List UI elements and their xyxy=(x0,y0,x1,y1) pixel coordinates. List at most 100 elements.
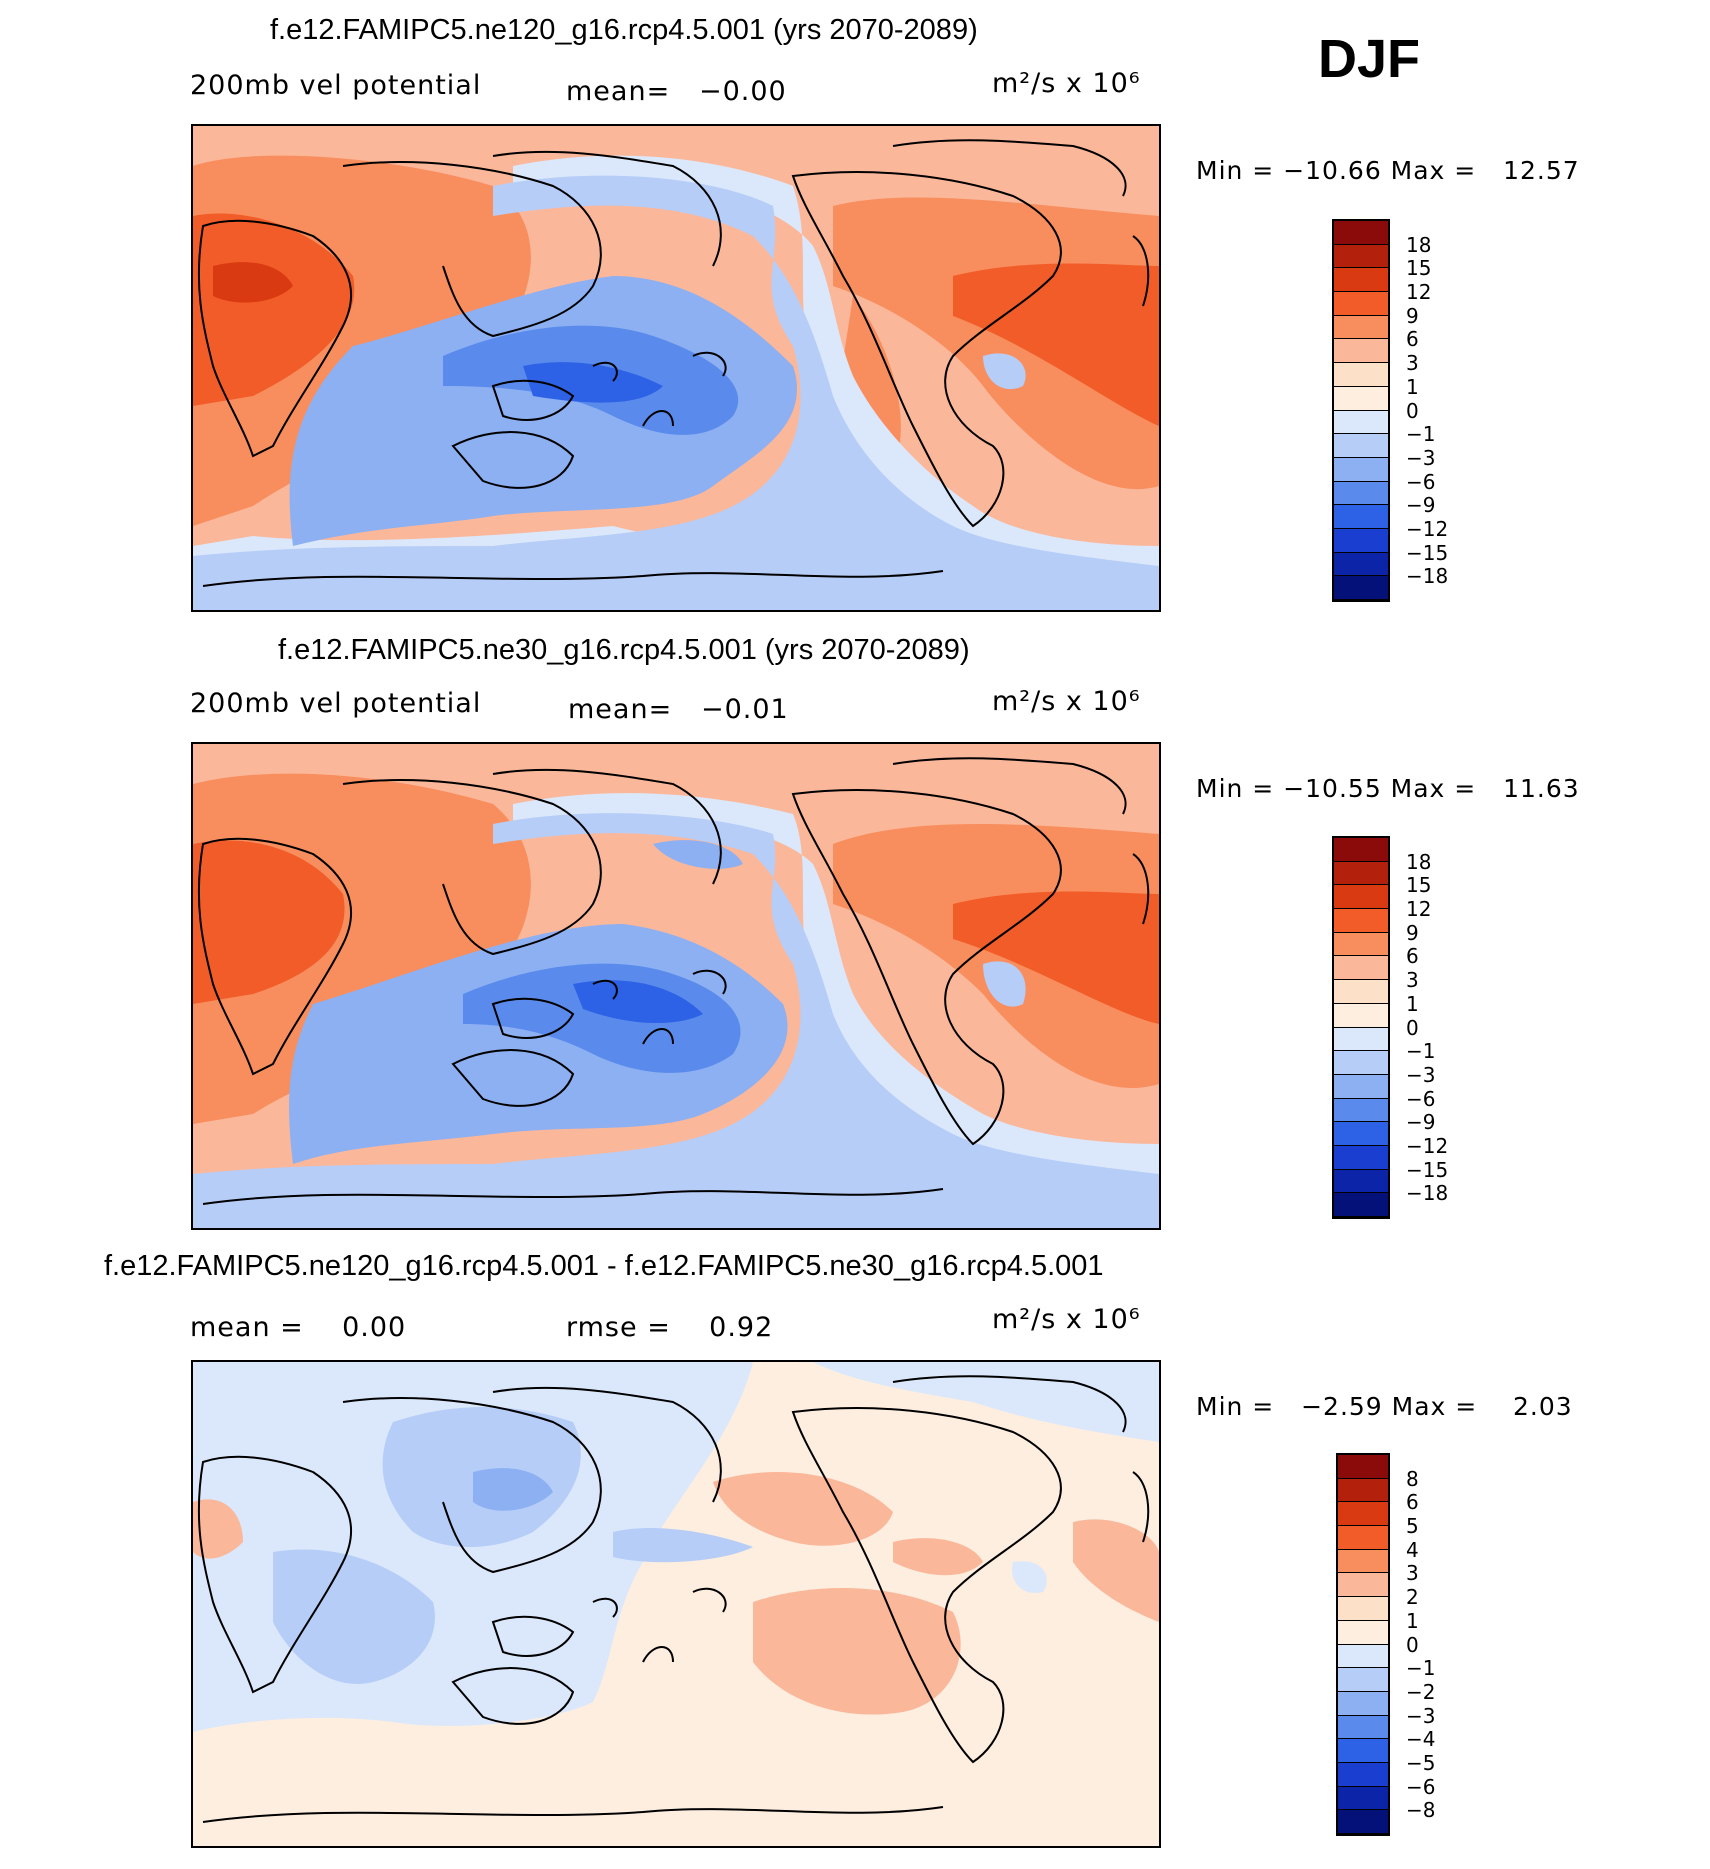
colorbar-tick-label: 1 xyxy=(1406,1608,1419,1633)
panel-3-rmse: rmse = 0.92 xyxy=(566,1312,774,1343)
colorbar-tick-label: −18 xyxy=(1406,564,1449,589)
panel-2-minmax: Min = −10.55 Max = 11.63 xyxy=(1196,774,1580,803)
colorbar-swatch xyxy=(1334,339,1388,364)
colorbar-swatch xyxy=(1334,434,1388,458)
colorbar-swatch xyxy=(1338,1597,1388,1621)
colorbar-tick-label: 5 xyxy=(1406,1514,1419,1539)
colorbar-tick-label: −8 xyxy=(1406,1798,1436,1823)
colorbar-swatch xyxy=(1338,1668,1388,1692)
panel-1-contour-field xyxy=(193,126,1159,610)
colorbar-swatch xyxy=(1334,1098,1388,1123)
colorbar-swatch xyxy=(1338,1786,1388,1811)
colorbar-tick-label: −15 xyxy=(1406,540,1449,565)
colorbar-tick-label: 3 xyxy=(1406,968,1419,993)
colorbar-swatch xyxy=(1338,1478,1388,1503)
colorbar-swatch xyxy=(1334,838,1388,862)
colorbar-tick-label: 8 xyxy=(1406,1466,1419,1491)
colorbar-tick-label: 12 xyxy=(1406,897,1432,922)
colorbar-swatch xyxy=(1338,1691,1388,1716)
colorbar-tick-label: −15 xyxy=(1406,1157,1449,1182)
colorbar-swatch xyxy=(1334,457,1388,482)
colorbar-swatch xyxy=(1338,1739,1388,1763)
colorbar-swatch xyxy=(1338,1810,1388,1834)
colorbar-swatch xyxy=(1338,1573,1388,1598)
colorbar-swatch xyxy=(1338,1549,1388,1574)
colorbar-swatch xyxy=(1338,1644,1388,1669)
colorbar-swatch xyxy=(1334,1027,1388,1052)
colorbar-tick-label: −9 xyxy=(1406,493,1436,518)
colorbar-tick-label: −12 xyxy=(1406,1133,1449,1158)
colorbar-tick-label: 0 xyxy=(1406,1632,1419,1657)
colorbar-swatch xyxy=(1334,909,1388,933)
colorbar-swatch xyxy=(1334,244,1388,269)
colorbar-tick-label: −5 xyxy=(1406,1750,1436,1775)
panel-2-mean: mean= −0.01 xyxy=(568,694,789,725)
colorbar-swatch xyxy=(1334,481,1388,506)
colorbar-tick-label: 15 xyxy=(1406,256,1432,281)
panel-2-title: f.e12.FAMIPC5.ne30_g16.rcp4.5.001 (yrs 2… xyxy=(278,634,970,666)
colorbar-tick-label: 3 xyxy=(1406,1561,1419,1586)
colorbar-swatch xyxy=(1334,528,1388,553)
colorbar-tick-label: −12 xyxy=(1406,516,1449,541)
panel-3-mean: mean = 0.00 xyxy=(190,1312,407,1343)
colorbar-tick-label: 12 xyxy=(1406,280,1432,305)
panel-1-colorbar xyxy=(1332,219,1390,602)
panel-1-units: m²/s x 10⁶ xyxy=(992,68,1141,99)
colorbar-tick-label: −6 xyxy=(1406,469,1436,494)
colorbar-tick-label: −1 xyxy=(1406,1656,1436,1681)
colorbar-swatch xyxy=(1334,221,1388,245)
colorbar-swatch xyxy=(1338,1715,1388,1740)
panel-3-contour-field xyxy=(193,1362,1159,1846)
colorbar-swatch xyxy=(1334,1051,1388,1075)
colorbar-tick-label: −2 xyxy=(1406,1679,1436,1704)
colorbar-swatch xyxy=(1334,1193,1388,1217)
colorbar-swatch xyxy=(1334,410,1388,435)
colorbar-swatch xyxy=(1334,268,1388,293)
colorbar-tick-label: 6 xyxy=(1406,944,1419,969)
colorbar-swatch xyxy=(1334,932,1388,957)
colorbar-tick-label: 3 xyxy=(1406,351,1419,376)
colorbar-swatch xyxy=(1334,980,1388,1004)
colorbar-tick-label: 4 xyxy=(1406,1537,1419,1562)
colorbar-swatch xyxy=(1334,1074,1388,1099)
colorbar-tick-label: −1 xyxy=(1406,422,1436,447)
panel-3-title: f.e12.FAMIPC5.ne120_g16.rcp4.5.001 - f.e… xyxy=(104,1250,1104,1282)
colorbar-tick-label: 0 xyxy=(1406,1015,1419,1040)
panel-1-minmax: Min = −10.66 Max = 12.57 xyxy=(1196,156,1580,185)
panel-2-map xyxy=(191,742,1161,1230)
colorbar-swatch xyxy=(1334,576,1388,600)
colorbar-swatch xyxy=(1338,1502,1388,1527)
colorbar-tick-label: −4 xyxy=(1406,1727,1436,1752)
colorbar-swatch xyxy=(1334,1145,1388,1170)
colorbar-swatch xyxy=(1338,1620,1388,1645)
colorbar-tick-label: 1 xyxy=(1406,374,1419,399)
colorbar-tick-label: 18 xyxy=(1406,849,1432,874)
colorbar-tick-label: 15 xyxy=(1406,873,1432,898)
colorbar-tick-label: 2 xyxy=(1406,1585,1419,1610)
colorbar-tick-label: 18 xyxy=(1406,232,1432,257)
colorbar-swatch xyxy=(1338,1526,1388,1550)
colorbar-swatch xyxy=(1334,292,1388,316)
panel-1-title: f.e12.FAMIPC5.ne120_g16.rcp4.5.001 (yrs … xyxy=(270,14,978,46)
panel-3-map xyxy=(191,1360,1161,1848)
colorbar-swatch xyxy=(1338,1762,1388,1787)
colorbar-swatch xyxy=(1334,861,1388,886)
colorbar-swatch xyxy=(1334,386,1388,411)
colorbar-swatch xyxy=(1334,315,1388,340)
colorbar-tick-label: −6 xyxy=(1406,1086,1436,1111)
colorbar-swatch xyxy=(1334,552,1388,577)
colorbar-swatch xyxy=(1334,1122,1388,1146)
panel-1-field-label: 200mb vel potential xyxy=(190,70,482,101)
panel-2-colorbar xyxy=(1332,836,1390,1219)
panel-2-field-label: 200mb vel potential xyxy=(190,688,482,719)
colorbar-tick-label: −3 xyxy=(1406,445,1436,470)
colorbar-tick-label: 9 xyxy=(1406,303,1419,328)
panel-1-mean: mean= −0.00 xyxy=(566,76,787,107)
colorbar-tick-label: −9 xyxy=(1406,1110,1436,1135)
colorbar-swatch xyxy=(1338,1455,1388,1479)
colorbar-tick-label: 6 xyxy=(1406,327,1419,352)
panel-3-units: m²/s x 10⁶ xyxy=(992,1304,1141,1335)
colorbar-swatch xyxy=(1334,363,1388,387)
colorbar-tick-label: 6 xyxy=(1406,1490,1419,1515)
colorbar-swatch xyxy=(1334,505,1388,529)
